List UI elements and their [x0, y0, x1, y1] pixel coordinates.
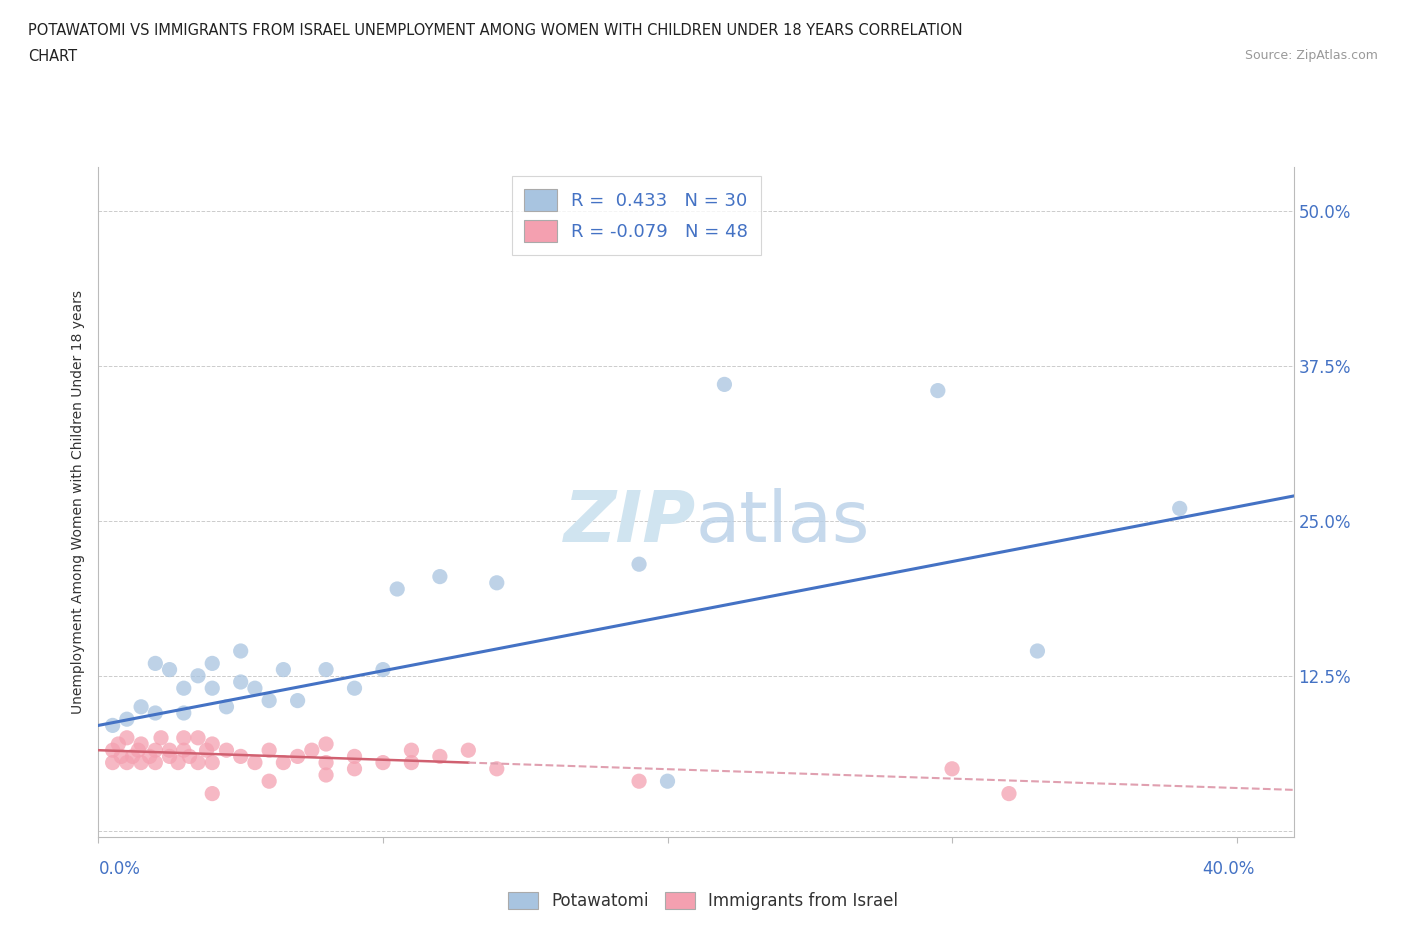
Point — [187, 755, 209, 770]
Text: 40.0%: 40.0% — [1202, 860, 1254, 878]
Point — [371, 662, 394, 677]
Point — [457, 743, 479, 758]
Point — [229, 644, 252, 658]
Point — [301, 743, 323, 758]
Point — [243, 681, 266, 696]
Point — [628, 557, 651, 572]
Point — [129, 699, 152, 714]
Point — [187, 669, 209, 684]
Point — [143, 706, 166, 721]
Point — [201, 737, 224, 751]
Point — [941, 762, 963, 777]
Point — [315, 755, 337, 770]
Point — [101, 755, 124, 770]
Point — [201, 656, 224, 671]
Point — [127, 743, 149, 758]
Point — [927, 383, 949, 398]
Point — [101, 743, 124, 758]
Point — [121, 749, 143, 764]
Point — [159, 662, 181, 677]
Point — [201, 755, 224, 770]
Point — [315, 737, 337, 751]
Legend: Potawatomi, Immigrants from Israel: Potawatomi, Immigrants from Israel — [501, 885, 905, 917]
Point — [485, 576, 508, 591]
Point — [401, 743, 423, 758]
Point — [657, 774, 679, 789]
Point — [287, 693, 309, 708]
Point — [485, 762, 508, 777]
Point — [150, 730, 173, 745]
Point — [138, 749, 160, 764]
Point — [201, 681, 224, 696]
Point — [343, 749, 366, 764]
Point — [257, 693, 280, 708]
Point — [179, 749, 201, 764]
Point — [429, 569, 451, 584]
Point — [343, 762, 366, 777]
Point — [173, 743, 195, 758]
Point — [628, 774, 651, 789]
Point — [315, 662, 337, 677]
Point — [315, 767, 337, 782]
Point — [229, 674, 252, 689]
Point — [257, 743, 280, 758]
Point — [287, 749, 309, 764]
Point — [143, 755, 166, 770]
Point — [110, 749, 132, 764]
Point — [243, 755, 266, 770]
Text: ZIP: ZIP — [564, 488, 696, 557]
Point — [173, 681, 195, 696]
Point — [107, 737, 129, 751]
Point — [998, 786, 1021, 801]
Point — [273, 755, 295, 770]
Point — [195, 743, 218, 758]
Point — [187, 730, 209, 745]
Point — [159, 743, 181, 758]
Legend: R =  0.433   N = 30, R = -0.079   N = 48: R = 0.433 N = 30, R = -0.079 N = 48 — [512, 177, 761, 255]
Text: CHART: CHART — [28, 49, 77, 64]
Point — [713, 377, 735, 392]
Point — [429, 749, 451, 764]
Point — [215, 743, 238, 758]
Text: 0.0%: 0.0% — [98, 860, 141, 878]
Text: atlas: atlas — [696, 488, 870, 557]
Point — [159, 749, 181, 764]
Point — [257, 774, 280, 789]
Point — [173, 730, 195, 745]
Point — [201, 786, 224, 801]
Text: POTAWATOMI VS IMMIGRANTS FROM ISRAEL UNEMPLOYMENT AMONG WOMEN WITH CHILDREN UNDE: POTAWATOMI VS IMMIGRANTS FROM ISRAEL UNE… — [28, 23, 963, 38]
Point — [273, 662, 295, 677]
Y-axis label: Unemployment Among Women with Children Under 18 years: Unemployment Among Women with Children U… — [72, 290, 86, 714]
Text: Source: ZipAtlas.com: Source: ZipAtlas.com — [1244, 49, 1378, 62]
Point — [115, 755, 138, 770]
Point — [129, 755, 152, 770]
Point — [229, 749, 252, 764]
Point — [385, 581, 409, 596]
Point — [343, 681, 366, 696]
Point — [167, 755, 190, 770]
Point — [143, 656, 166, 671]
Point — [1168, 501, 1191, 516]
Point — [401, 755, 423, 770]
Point — [101, 718, 124, 733]
Point — [129, 737, 152, 751]
Point — [173, 706, 195, 721]
Point — [115, 730, 138, 745]
Point — [1026, 644, 1049, 658]
Point — [371, 755, 394, 770]
Point — [143, 743, 166, 758]
Point — [215, 699, 238, 714]
Point — [115, 711, 138, 726]
